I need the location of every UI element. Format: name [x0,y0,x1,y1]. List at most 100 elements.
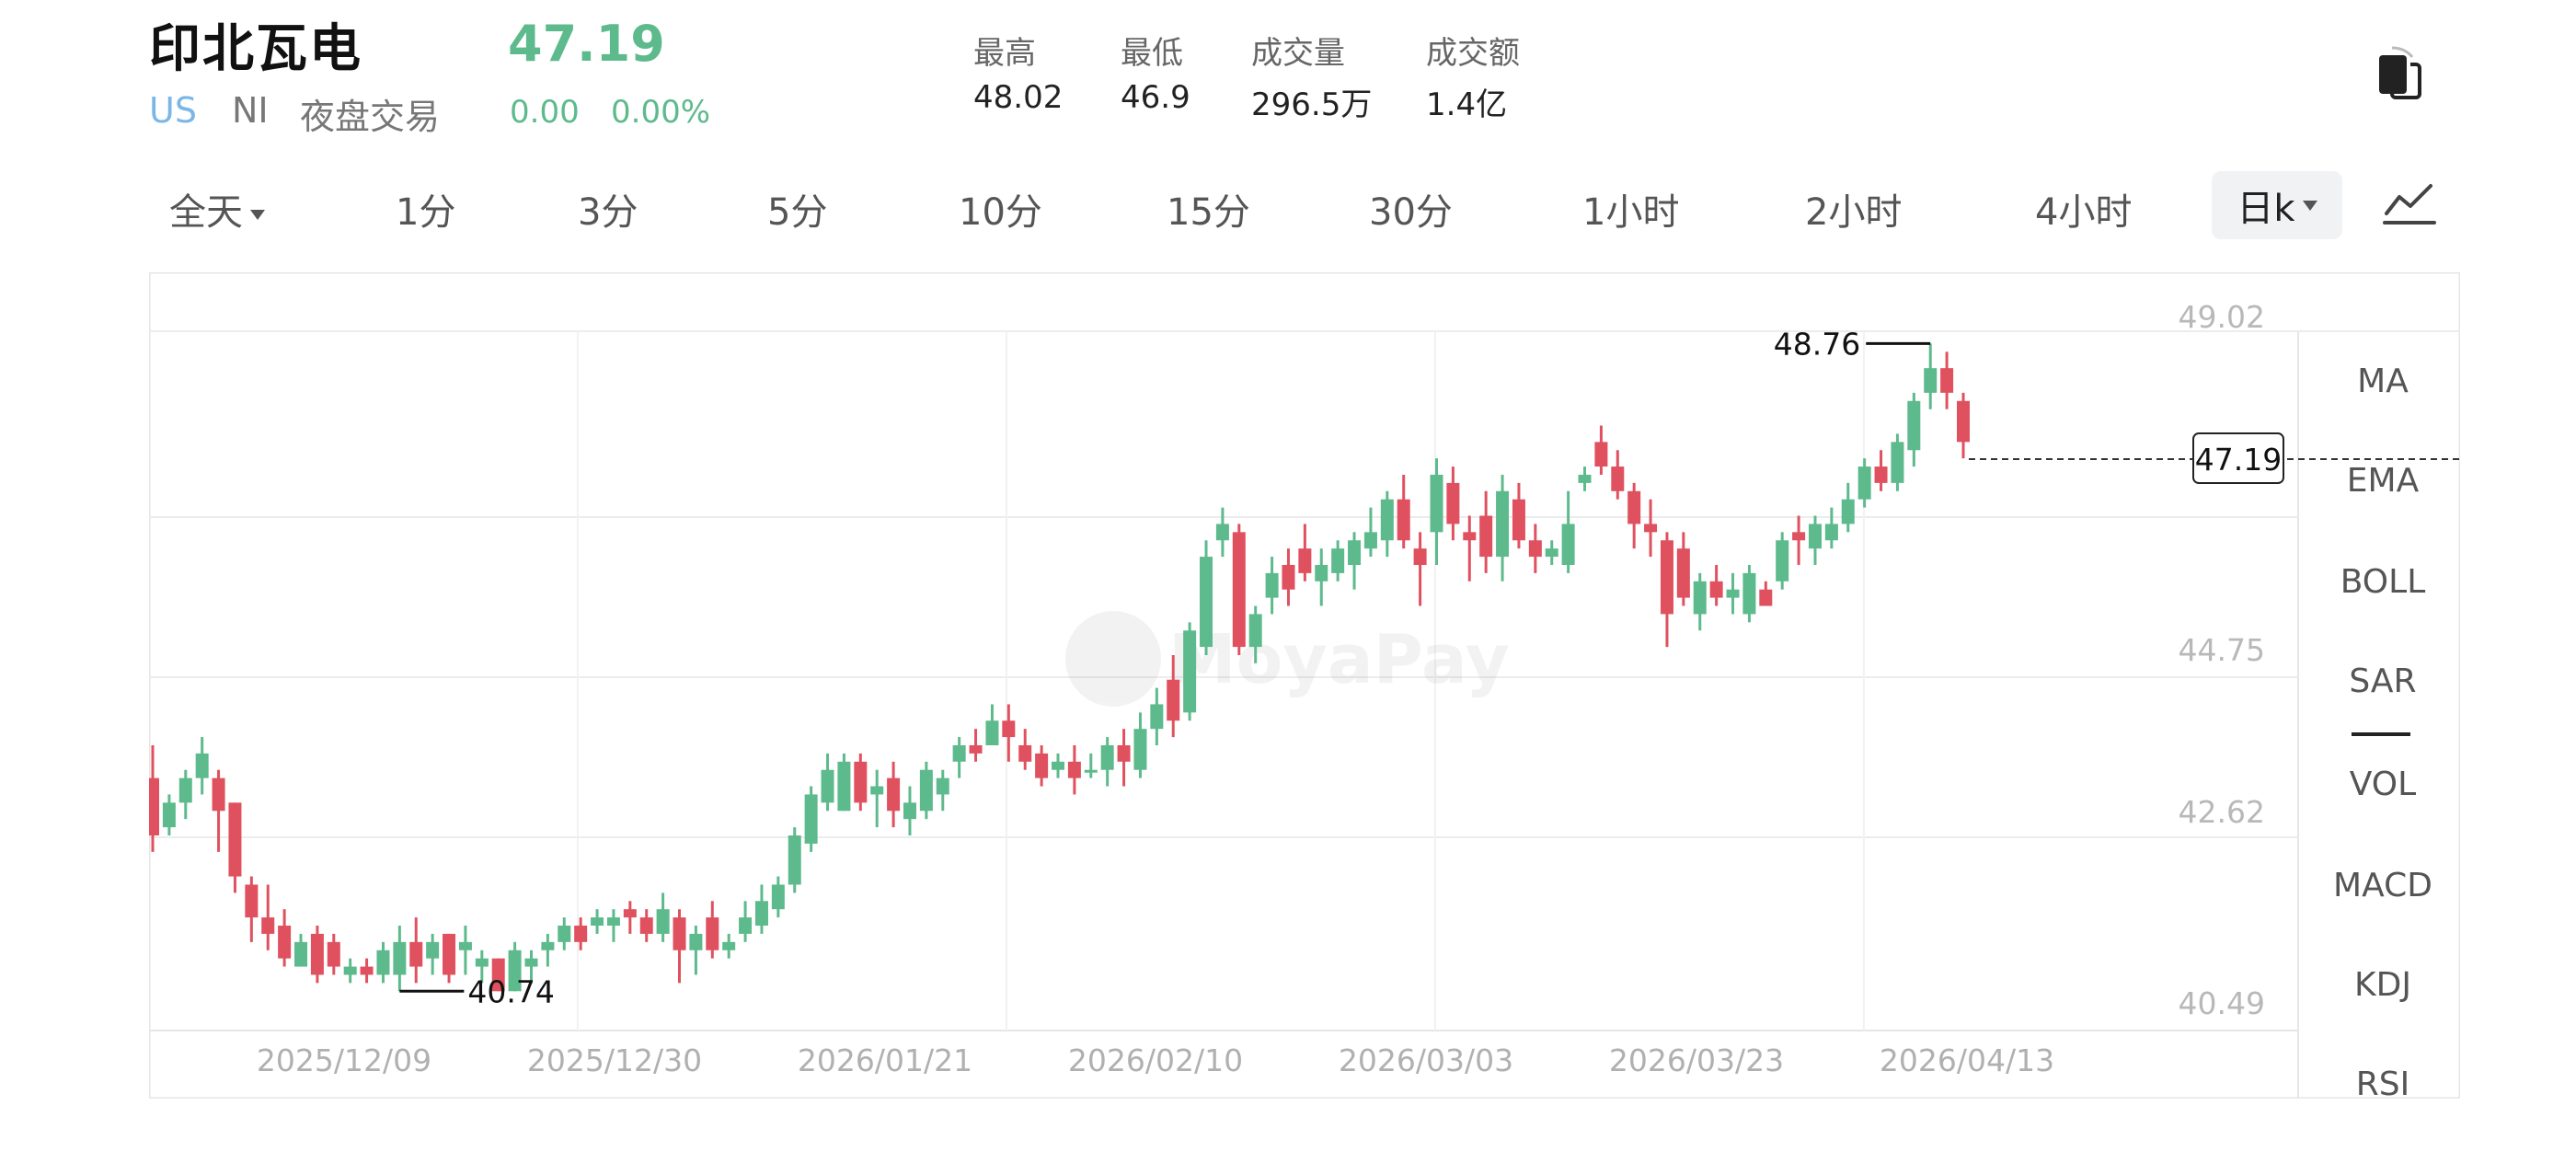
candle [1084,753,1098,778]
candle [969,729,983,762]
tab-15min[interactable]: 15分 [1167,191,1250,234]
candle-body [887,777,901,812]
indicator-sar[interactable]: SAR [2349,662,2417,700]
candle-body [1907,400,1921,451]
indicator-ema[interactable]: EMA [2346,462,2420,500]
candle [178,769,192,820]
line-chart-icon[interactable] [2383,180,2436,228]
candle [952,737,966,778]
candle-body [327,941,340,967]
candle [409,917,423,984]
candle [278,909,292,967]
tab-5min[interactable]: 5分 [767,191,828,234]
tab-3min[interactable]: 3分 [578,191,638,234]
y-tick-label: 42.62 [2179,794,2265,830]
min-price-label: 40.74 [467,973,554,1009]
candle-body [1792,532,1806,541]
candle [195,737,209,795]
candle-body [1578,474,1592,483]
candle-body [623,909,637,918]
candle [985,704,999,745]
indicator-macd[interactable]: MACD [2333,867,2432,904]
candle-body [639,917,653,934]
tab-daily-k[interactable]: 日k [2212,171,2342,239]
candle-body [1018,744,1032,762]
tab-10min[interactable]: 10分 [959,191,1042,234]
candlestick-chart[interactable]: MoyaPay 49.02 44.75 42.62 40.49 2025/12/09 202… [149,272,2460,1099]
candle-body [1117,744,1131,762]
stat-volume-value: 296.5万 [1251,86,1373,123]
candle [1002,704,1016,762]
tab-all-day[interactable]: 全天 [169,182,265,236]
candle [1578,466,1592,491]
candle-body [245,884,259,918]
candle [360,958,374,984]
candle-body [1693,581,1707,615]
candle-body [508,950,522,992]
candle-body [837,761,851,812]
y-tick-label: 44.75 [2179,632,2265,668]
market-label: US [149,90,197,131]
candle [722,933,736,959]
x-tick-label: 2026/03/03 [1339,1042,1513,1078]
candle-body [1676,548,1690,598]
candle-body [1709,581,1723,598]
candle-body [1430,474,1443,533]
tab-1hour[interactable]: 1小时 [1582,191,1680,234]
candle [623,901,637,934]
candle-body [656,909,670,934]
candle [1924,343,1938,409]
candle-body [1183,630,1197,713]
tab-1min[interactable]: 1分 [396,191,456,234]
indicator-ma[interactable]: MA [2357,363,2409,400]
candle [1808,515,1822,565]
candle [458,926,472,975]
candle [837,753,851,812]
indicator-boll[interactable]: BOLL [2340,563,2426,601]
candle [1397,474,1410,549]
stat-turnover-label: 成交额 [1426,35,1520,72]
candle [804,786,818,852]
candle [228,802,242,893]
candle [294,933,308,967]
candle [558,917,571,950]
candle-body [1776,540,1789,582]
candle [1594,425,1608,475]
tab-4hour[interactable]: 4小时 [2035,191,2133,234]
candle-body [1528,540,1542,558]
candle-body [606,917,620,927]
candle-body [409,941,423,967]
tab-2hour[interactable]: 2小时 [1805,191,1903,234]
indicator-vol[interactable]: VOL [2349,766,2417,803]
candle-body [1315,564,1328,582]
candle-body [821,769,834,803]
candle-body [1463,532,1477,541]
candle-body [393,941,407,975]
tab-30min[interactable]: 30分 [1369,191,1453,234]
y-tick-label: 40.49 [2179,985,2265,1021]
tab-daily-k-label: 日k [2237,188,2295,230]
candle-body [1660,540,1673,615]
candle-body [722,941,736,950]
candle [1792,515,1806,565]
x-tick-label: 2026/02/10 [1068,1042,1243,1078]
indicator-kdj[interactable]: KDJ [2354,966,2411,1004]
candle [1282,548,1295,606]
indicator-rsi[interactable]: RSI [2355,1065,2410,1103]
candle-body [771,884,785,910]
candle-body [1363,532,1377,549]
copy-icon[interactable] [2374,40,2425,105]
indicator-divider [2352,732,2410,736]
tab-all-day-label: 全天 [169,191,243,234]
candle [1331,540,1345,582]
max-price-label: 48.76 [1774,326,1860,362]
candle-body [1611,466,1625,491]
candle-body [162,802,176,828]
candle-body [1512,499,1525,541]
y-tick-label: 49.02 [2179,299,2265,335]
candle-body [673,917,686,950]
candle [689,926,703,975]
session-label: 夜盘交易 [300,97,441,137]
candle-body [524,958,538,967]
chevron-down-icon [250,209,265,220]
